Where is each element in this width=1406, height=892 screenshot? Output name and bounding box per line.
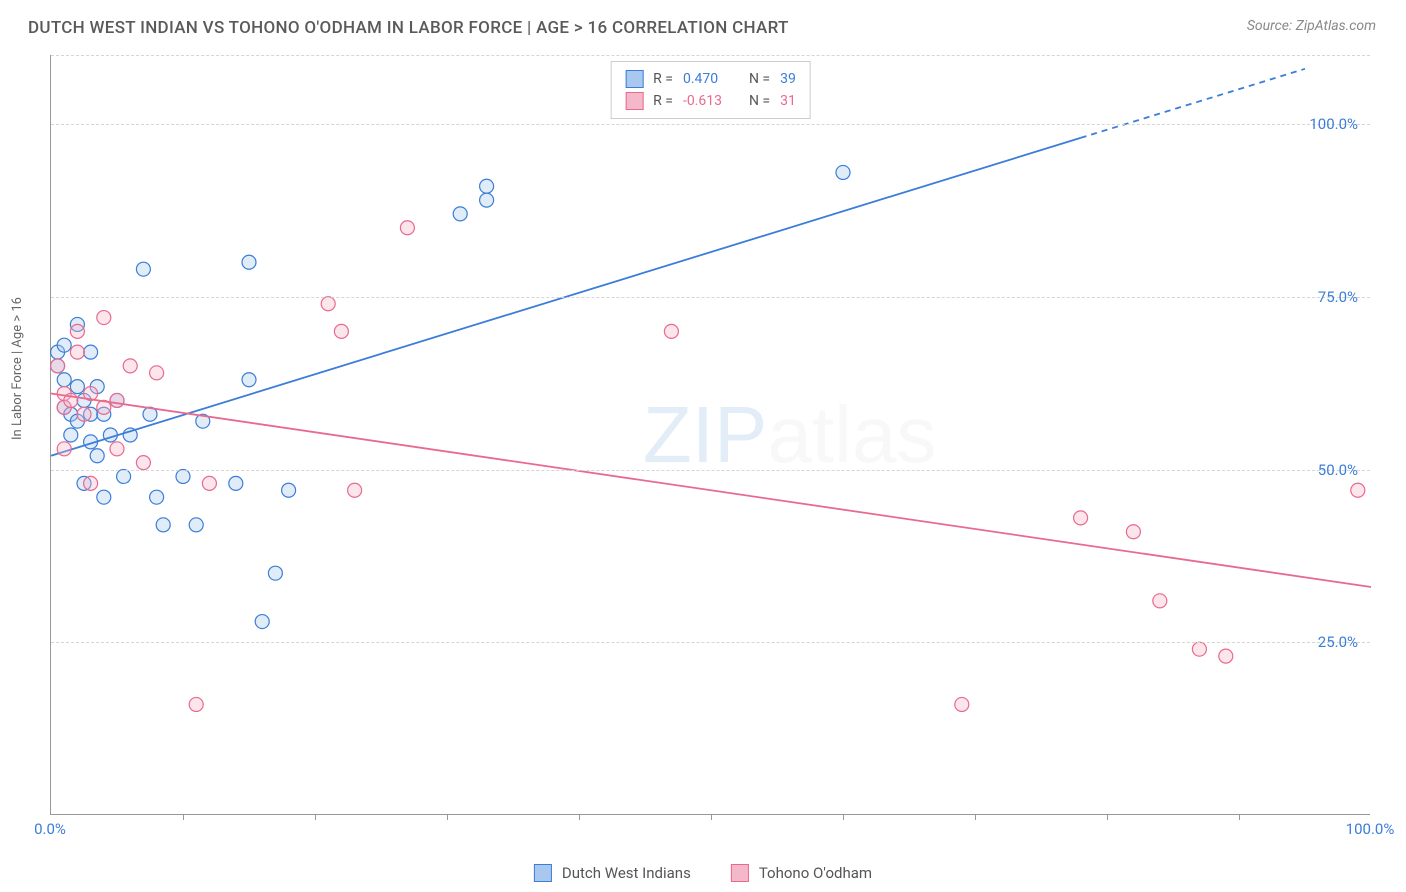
scatter-point — [321, 297, 335, 311]
legend-row: R = 0.470 N = 39 — [625, 68, 796, 90]
chart-title: DUTCH WEST INDIAN VS TOHONO O'ODHAM IN L… — [28, 18, 789, 38]
legend-label: Dutch West Indians — [562, 864, 691, 882]
plot-svg — [51, 55, 1371, 815]
scatter-point — [57, 442, 71, 456]
scatter-point — [202, 476, 216, 490]
scatter-point — [64, 428, 78, 442]
scatter-point — [84, 476, 98, 490]
scatter-point — [176, 469, 190, 483]
scatter-point — [1192, 642, 1206, 656]
scatter-point — [117, 469, 131, 483]
legend-swatch — [534, 864, 552, 882]
scatter-point — [268, 566, 282, 580]
scatter-point — [1219, 649, 1233, 663]
scatter-point — [57, 338, 71, 352]
scatter-point — [150, 490, 164, 504]
y-tick-label: 25.0% — [1318, 633, 1358, 651]
y-tick-label: 50.0% — [1318, 461, 1358, 479]
scatter-point — [70, 345, 84, 359]
y-tick-label: 75.0% — [1318, 288, 1358, 306]
scatter-point — [97, 311, 111, 325]
scatter-point — [664, 324, 678, 338]
trend-line — [51, 394, 1371, 587]
legend-correlation: R = 0.470 N = 39 R = -0.613 N = 31 — [610, 61, 811, 119]
x-axis-label: 100.0% — [1346, 820, 1395, 838]
scatter-point — [1126, 525, 1140, 539]
scatter-point — [255, 615, 269, 629]
scatter-point — [150, 366, 164, 380]
scatter-point — [1074, 511, 1088, 525]
scatter-point — [77, 407, 91, 421]
source-attribution: Source: ZipAtlas.com — [1247, 18, 1376, 34]
scatter-point — [229, 476, 243, 490]
scatter-point — [70, 324, 84, 338]
scatter-point — [97, 490, 111, 504]
scatter-point — [189, 697, 203, 711]
legend-series: Dutch West Indians Tohono O'odham — [534, 864, 872, 882]
scatter-point — [1351, 483, 1365, 497]
scatter-point — [836, 165, 850, 179]
scatter-point — [480, 179, 494, 193]
scatter-point — [90, 449, 104, 463]
legend-row: R = -0.613 N = 31 — [625, 90, 796, 112]
plot-area: ZIPatlas R =0.470N =39R =-0.613N =31 25.… — [50, 55, 1370, 815]
r-label: R = — [653, 90, 673, 112]
scatter-point — [334, 324, 348, 338]
y-axis-label: In Labor Force | Age > 16 — [10, 297, 25, 440]
legend-item: Tohono O'odham — [731, 864, 872, 882]
r-value: -0.613 — [683, 90, 739, 112]
legend-label: Tohono O'odham — [759, 864, 872, 882]
n-value: 39 — [780, 68, 796, 90]
scatter-point — [400, 221, 414, 235]
legend-swatch — [625, 92, 643, 110]
scatter-point — [136, 262, 150, 276]
scatter-point — [955, 697, 969, 711]
n-value: 31 — [780, 90, 796, 112]
n-label: N = — [749, 90, 770, 112]
scatter-point — [480, 193, 494, 207]
r-value: 0.470 — [683, 68, 739, 90]
scatter-point — [189, 518, 203, 532]
scatter-point — [348, 483, 362, 497]
r-label: R = — [653, 68, 673, 90]
scatter-point — [51, 359, 65, 373]
legend-swatch — [625, 70, 643, 88]
n-label: N = — [749, 68, 770, 90]
scatter-point — [136, 456, 150, 470]
scatter-point — [242, 255, 256, 269]
scatter-point — [282, 483, 296, 497]
legend-swatch — [731, 864, 749, 882]
scatter-point — [110, 393, 124, 407]
legend-item: Dutch West Indians — [534, 864, 691, 882]
scatter-point — [57, 373, 71, 387]
y-tick-label: 100.0% — [1309, 115, 1358, 133]
x-axis-label: 0.0% — [34, 820, 66, 838]
scatter-point — [156, 518, 170, 532]
scatter-point — [123, 359, 137, 373]
scatter-point — [110, 442, 124, 456]
scatter-point — [1153, 594, 1167, 608]
scatter-point — [70, 380, 84, 394]
trend-line-dashed — [1081, 69, 1305, 138]
scatter-point — [84, 345, 98, 359]
scatter-point — [453, 207, 467, 221]
scatter-point — [242, 373, 256, 387]
